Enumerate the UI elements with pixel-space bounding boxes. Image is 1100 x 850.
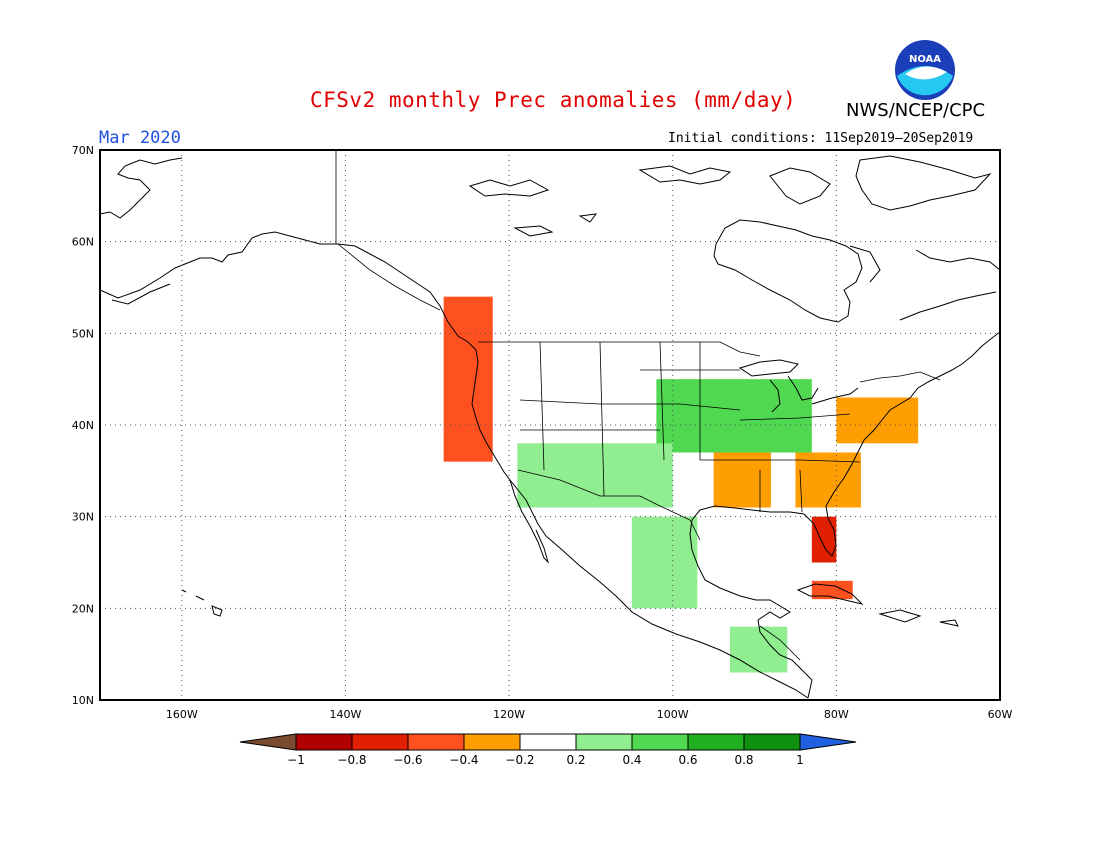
agency-label: NWS/NCEP/CPC	[846, 100, 986, 121]
lat-tick-label: 60N	[72, 236, 94, 249]
lon-tick-label: 140W	[330, 708, 362, 721]
colorbar-swatch	[631, 733, 689, 751]
anomaly-cell: Lower Mississippi valley	[713, 452, 771, 508]
anomaly-cell: Cuba	[811, 580, 853, 600]
lon-tick-label: 160W	[166, 708, 198, 721]
colorbar-swatch	[743, 733, 801, 751]
colorbar-swatch	[407, 733, 465, 751]
colorbar-swatch	[295, 733, 353, 751]
colorbar-swatch	[687, 733, 745, 751]
colorbar-label: 0.4	[622, 753, 641, 767]
lat-tick-label: 10N	[72, 694, 94, 707]
lat-tick-label: 20N	[72, 602, 94, 615]
lon-tick-label: 120W	[493, 708, 525, 721]
colorbar-swatch	[351, 733, 409, 751]
anomaly-cell: Central Plains / Midwest	[656, 379, 812, 453]
valid-month-label: Mar 2020	[99, 128, 181, 148]
colorbar-label: −0.8	[337, 753, 366, 767]
anomaly-cell: Mexico interior	[631, 516, 698, 609]
lat-tick-label: 40N	[72, 419, 94, 432]
lon-tick-label: 100W	[657, 708, 689, 721]
colorbar-swatch	[463, 733, 521, 751]
colorbar-label: −0.4	[449, 753, 478, 767]
map-frame	[99, 149, 1001, 701]
colorbar-label: 0.2	[566, 753, 585, 767]
colorbar-label: 0.6	[678, 753, 697, 767]
colorbar-swatch	[575, 733, 633, 751]
initial-conditions-label: Initial conditions: 11Sep2019–20Sep2019	[668, 131, 974, 146]
lat-lon-grid	[100, 150, 1000, 700]
colorbar-label: −0.6	[393, 753, 422, 767]
colorbar-label: −0.2	[505, 753, 534, 767]
colorbar: −1 −0.8 −0.6 −0.4 −0.2 0.2 0.4 0.6 0.8 1	[239, 733, 857, 767]
colorbar-label: −1	[287, 753, 305, 767]
latitude-labels: 10N 20N 30N 40N 50N 60N 70N	[72, 144, 94, 707]
anomaly-cell: Pacific Northwest / northern California …	[443, 296, 493, 462]
colorbar-label: 0.8	[734, 753, 753, 767]
lon-tick-label: 80W	[824, 708, 849, 721]
lat-tick-label: 50N	[72, 327, 94, 340]
lat-tick-label: 70N	[72, 144, 94, 157]
colorbar-right-arrow	[799, 733, 857, 751]
logo-text: NOAA	[909, 54, 941, 65]
noaa-logo-icon: NOAA	[895, 40, 955, 100]
anomaly-cell: Mid-Atlantic / New England coast	[836, 397, 919, 444]
colorbar-left-arrow	[239, 733, 297, 751]
map-title: CFSv2 monthly Prec anomalies (mm/day)	[310, 88, 797, 112]
longitude-labels: 160W 140W 120W 100W 80W 60W	[166, 708, 1013, 721]
lon-tick-label: 60W	[988, 708, 1013, 721]
country-state-borders	[335, 150, 941, 661]
lat-tick-label: 30N	[72, 511, 94, 524]
coastlines	[99, 155, 1001, 699]
anomaly-cells: Pacific Northwest / northern California …	[443, 296, 919, 673]
anomaly-cell: Central America	[730, 626, 788, 673]
colorbar-label: 1	[796, 753, 804, 767]
colorbar-swatch	[519, 733, 577, 751]
